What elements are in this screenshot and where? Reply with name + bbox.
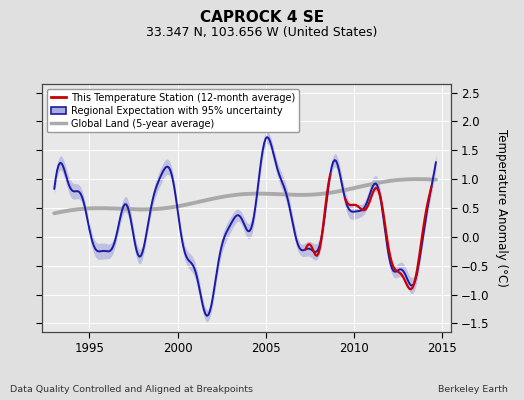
Text: Data Quality Controlled and Aligned at Breakpoints: Data Quality Controlled and Aligned at B… — [10, 385, 254, 394]
Text: Berkeley Earth: Berkeley Earth — [439, 385, 508, 394]
Text: 33.347 N, 103.656 W (United States): 33.347 N, 103.656 W (United States) — [146, 26, 378, 39]
Y-axis label: Temperature Anomaly (°C): Temperature Anomaly (°C) — [495, 129, 508, 287]
Text: CAPROCK 4 SE: CAPROCK 4 SE — [200, 10, 324, 25]
